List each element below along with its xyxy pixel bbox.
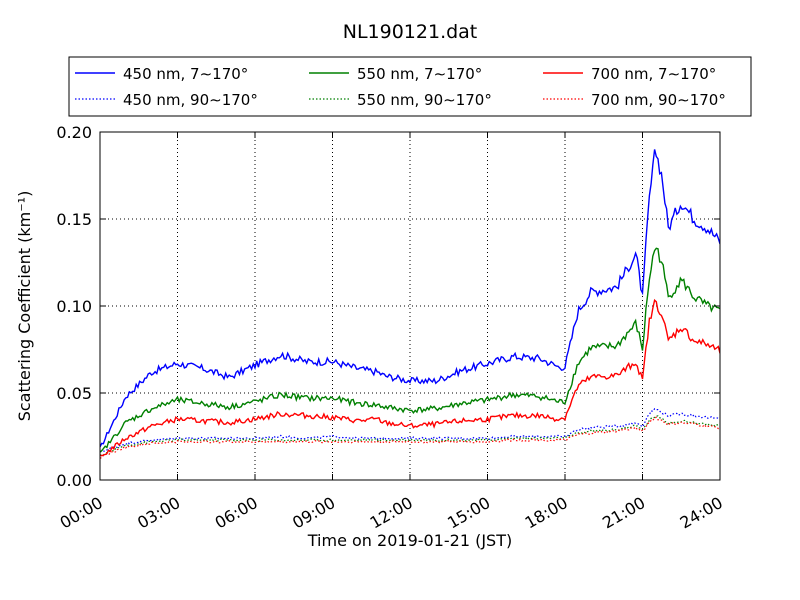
series-line: [100, 415, 720, 457]
ticks: [99, 131, 721, 481]
legend-label: 550 nm, 7∼170°: [357, 65, 482, 83]
legend-label: 700 nm, 7∼170°: [591, 65, 716, 83]
legend-label: 550 nm, 90∼170°: [357, 91, 492, 109]
series-line: [100, 149, 720, 448]
y-axis-label: Scattering Coefficient (km⁻¹): [15, 191, 34, 422]
series-line: [100, 247, 720, 453]
y-tick-labels: 0.00 0.05 0.10 0.15 0.20: [56, 123, 92, 490]
legend-label: 450 nm, 7∼170°: [123, 65, 248, 83]
legend-label: 450 nm, 90∼170°: [123, 91, 258, 109]
series-line: [100, 416, 720, 459]
y-tick-label: 0.10: [56, 297, 92, 316]
chart-title: NL190121.dat: [343, 21, 478, 43]
legend: 450 nm, 7∼170° 450 nm, 90∼170° 550 nm, 7∼1…: [68, 56, 752, 117]
series-group: [100, 149, 720, 459]
x-axis-label: Time on 2019-01-21 (JST): [307, 531, 512, 550]
y-tick-label: 0.20: [56, 123, 92, 142]
grid: [100, 132, 720, 480]
series-line: [100, 298, 720, 457]
legend-box: [68, 56, 752, 117]
y-tick-label: 0.15: [56, 210, 92, 229]
y-tick-label: 0.00: [56, 471, 92, 490]
y-tick-label: 0.05: [56, 384, 92, 403]
legend-label: 700 nm, 90∼170°: [591, 91, 726, 109]
